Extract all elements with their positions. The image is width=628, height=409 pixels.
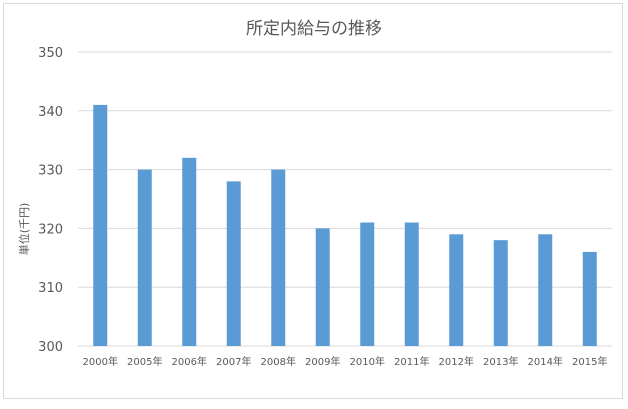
y-tick-label: 350 <box>38 46 63 61</box>
bar <box>360 222 375 346</box>
x-tick-label: 2012年 <box>439 355 474 368</box>
x-tick-label: 2006年 <box>172 355 207 368</box>
bars <box>93 104 597 346</box>
x-tick-label: 2011年 <box>394 355 429 368</box>
y-tick-label: 310 <box>38 281 63 296</box>
bar <box>493 240 508 346</box>
bar <box>449 234 464 346</box>
y-tick-label: 320 <box>38 222 63 237</box>
bar <box>93 104 108 346</box>
x-tick-label: 2000年 <box>83 355 118 368</box>
y-tick-label: 330 <box>38 164 63 179</box>
gridlines <box>78 51 612 347</box>
x-tick-label: 2015年 <box>572 355 607 368</box>
y-tick-label: 300 <box>38 340 63 355</box>
bar <box>137 169 152 346</box>
x-tick-label: 2010年 <box>350 355 385 368</box>
bar <box>271 169 286 346</box>
x-tick-label: 2014年 <box>528 355 563 368</box>
y-tick-labels: 300 310 320 330 340 350 <box>38 46 63 355</box>
x-tick-label: 2013年 <box>483 355 518 368</box>
chart-title: 所定内給与の推移 <box>246 19 382 39</box>
x-tick-label: 2007年 <box>216 355 251 368</box>
bar <box>538 234 553 346</box>
bar <box>582 251 597 346</box>
bar <box>315 228 330 346</box>
x-tick-labels: 2000年 2005年 2006年 2007年 2008年 2009年 2010年 2011年… <box>83 355 608 368</box>
bar <box>226 181 241 346</box>
x-tick-label: 2008年 <box>261 355 296 368</box>
y-axis-title: 単位(千円) <box>17 203 31 256</box>
bar <box>182 157 197 346</box>
x-tick-label: 2005年 <box>127 355 162 368</box>
bar <box>404 222 419 346</box>
x-tick-label: 2009年 <box>305 355 340 368</box>
y-tick-label: 340 <box>38 105 63 120</box>
